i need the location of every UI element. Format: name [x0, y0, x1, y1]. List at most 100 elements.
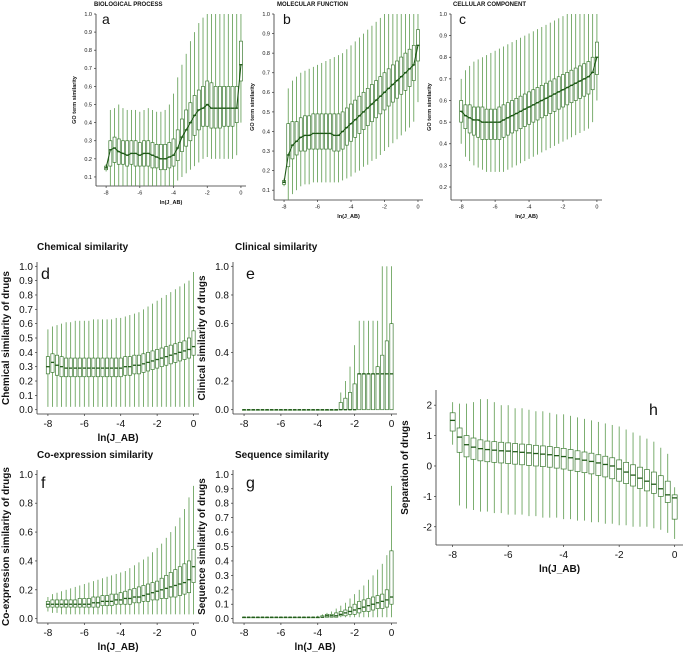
box [651, 471, 657, 494]
box [68, 599, 73, 608]
box [136, 354, 141, 375]
box [173, 569, 178, 598]
y-tick-label: 1.0 [215, 262, 229, 273]
y-tick-label: 0.3 [19, 362, 33, 373]
box [64, 599, 69, 608]
x-axis-label: ln(J_AB) [515, 214, 538, 220]
x-tick-label: -6 [493, 205, 498, 211]
box [77, 598, 82, 608]
box [100, 595, 105, 607]
box [294, 121, 299, 156]
panel-g: 0.0 0.1 0.2 0.3 0.4 0.5 0.6 0.7 0.8 0.9 1.0 -8 -6 -4 -… [197, 450, 397, 653]
panel-letter: a [102, 11, 110, 27]
y-tick-label: 1.0 [19, 470, 33, 481]
box [132, 354, 137, 375]
box [644, 469, 650, 492]
y-tick-label: 0.4 [84, 121, 92, 127]
box [384, 589, 389, 608]
x-tick-label: 0 [191, 628, 197, 639]
median-trend-line [105, 64, 242, 169]
x-tick-label: -8 [104, 191, 109, 197]
x-tick-label: -8 [240, 628, 249, 639]
panel-letter: d [41, 266, 50, 283]
box [602, 455, 609, 478]
box [159, 144, 163, 171]
box [230, 86, 235, 127]
box [168, 344, 173, 365]
box [68, 357, 73, 378]
y-tick-label: 0.1 [262, 188, 270, 194]
box [533, 444, 539, 467]
box [519, 443, 525, 466]
x-tick-label: -2 [382, 205, 387, 211]
box [505, 442, 512, 464]
chart-title: Clinical similarity [235, 242, 318, 253]
box [553, 447, 560, 469]
y-tick-label: 0.7 [262, 71, 270, 77]
box [389, 323, 394, 411]
box [163, 144, 167, 171]
x-tick-label: -4 [116, 628, 125, 639]
box [150, 582, 155, 601]
box [109, 593, 114, 607]
box [348, 392, 353, 411]
box [488, 108, 493, 140]
box [334, 612, 339, 618]
box [64, 357, 69, 378]
x-tick-label: -4 [171, 191, 176, 197]
x-tick-label: 0 [389, 419, 395, 430]
x-tick-label: -2 [350, 628, 359, 639]
box [159, 347, 164, 368]
box [546, 446, 553, 468]
box [82, 598, 87, 608]
box [623, 461, 629, 484]
box [574, 450, 581, 472]
box [226, 86, 231, 127]
box [560, 448, 567, 470]
box [384, 340, 389, 411]
box [114, 593, 119, 605]
box [177, 566, 182, 596]
y-tick-label: 0.5 [215, 542, 229, 553]
x-axis-label: ln(J_AB) [539, 564, 580, 575]
y-tick-label: 0.5 [262, 110, 270, 116]
box [136, 586, 141, 604]
chart-title: Chemical similarity [37, 242, 129, 253]
box [497, 106, 502, 140]
y-tick-label: 0.3 [84, 139, 92, 145]
box [191, 330, 196, 356]
box [366, 373, 371, 411]
y-axis-label: Co-expression similarity of drugs [1, 467, 12, 626]
y-tick-label: 0.9 [215, 484, 229, 495]
box [484, 108, 489, 140]
box [357, 600, 362, 614]
box [456, 427, 463, 453]
box [91, 596, 96, 608]
y-tick-label: 0.0 [215, 405, 229, 416]
panel-letter: b [283, 11, 291, 27]
y-tick-label: 0.2 [215, 585, 229, 596]
panel-f: 0.0 0.2 0.4 0.6 0.8 1.0 -8 -6 -4 -2 0 ln(J_AB) Co-ex… [1, 450, 199, 653]
y-tick-label: -2 [423, 522, 432, 533]
panel-e: 0.0 0.2 0.4 0.6 0.8 1.0 -8 -6 -4 -2 0 Clinical simi… [197, 242, 397, 430]
x-tick-label: -2 [153, 628, 162, 639]
y-tick-label: 0.2 [439, 185, 447, 191]
box [182, 563, 187, 595]
y-tick-label: 0.8 [439, 55, 447, 61]
y-tick-label: 0.8 [19, 499, 33, 510]
x-tick-label: -4 [313, 628, 322, 639]
x-axis-label: ln(J_AB) [337, 214, 360, 220]
box [218, 86, 222, 129]
x-tick-label: -8 [459, 205, 464, 211]
chart-title: MOLECULAR FUNCTION [277, 2, 348, 8]
panel-letter: e [246, 266, 255, 283]
box [491, 441, 498, 463]
box [141, 353, 146, 373]
y-tick-label: 0.9 [439, 34, 447, 40]
y-axis-label: Clinical similarity of drugs [197, 275, 208, 400]
median-trend-line [283, 45, 419, 183]
box [493, 108, 497, 140]
box [77, 357, 82, 378]
box [86, 598, 91, 608]
x-tick-label: -4 [313, 419, 322, 430]
